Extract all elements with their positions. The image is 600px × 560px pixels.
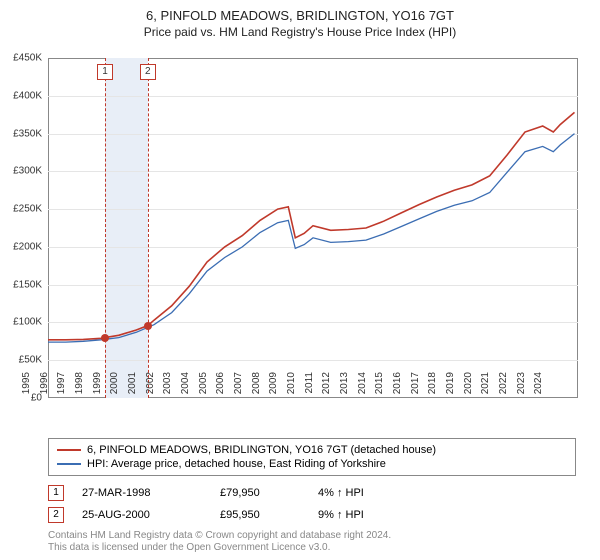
x-tick-label: 2007 (233, 372, 244, 402)
x-tick-label: 2000 (109, 372, 120, 402)
sale-pct: 9% ↑ HPI (318, 509, 418, 521)
x-tick-label: 2010 (286, 372, 297, 402)
x-tick-label: 2013 (339, 372, 350, 402)
y-tick-label: £100K (2, 317, 42, 328)
x-tick-label: 2002 (145, 372, 156, 402)
x-tick-label: 1997 (56, 372, 67, 402)
x-tick-label: 2009 (268, 372, 279, 402)
legend-swatch-icon (57, 449, 81, 451)
x-tick-label: 2012 (321, 372, 332, 402)
chart-title: 6, PINFOLD MEADOWS, BRIDLINGTON, YO16 7G… (0, 0, 600, 23)
sale-date: 27-MAR-1998 (82, 487, 202, 499)
x-tick-label: 2021 (480, 372, 491, 402)
legend-swatch-icon (57, 463, 81, 465)
sales-table: 1 27-MAR-1998 £79,950 4% ↑ HPI 2 25-AUG-… (48, 482, 576, 526)
legend-label: HPI: Average price, detached house, East… (87, 458, 386, 470)
sales-row: 1 27-MAR-1998 £79,950 4% ↑ HPI (48, 482, 576, 504)
plot-area: 12 £0£50K£100K£150K£200K£250K£300K£350K£… (48, 58, 578, 398)
y-tick-label: £50K (2, 355, 42, 366)
sale-marker-box: 2 (140, 64, 156, 80)
sale-marker-icon: 2 (48, 507, 64, 523)
x-tick-label: 2001 (127, 372, 138, 402)
x-tick-label: 2008 (251, 372, 262, 402)
x-tick-label: 1995 (21, 372, 32, 402)
legend: 6, PINFOLD MEADOWS, BRIDLINGTON, YO16 7G… (48, 438, 576, 476)
sale-point-icon (144, 322, 152, 330)
x-tick-label: 2006 (215, 372, 226, 402)
attribution: Contains HM Land Registry data © Crown c… (48, 530, 391, 554)
x-tick-label: 2017 (410, 372, 421, 402)
x-tick-label: 2011 (304, 372, 315, 402)
x-tick-label: 2023 (516, 372, 527, 402)
y-tick-label: £200K (2, 241, 42, 252)
sale-marker-icon: 1 (48, 485, 64, 501)
line-series (48, 58, 578, 398)
sale-price: £95,950 (220, 509, 300, 521)
sales-row: 2 25-AUG-2000 £95,950 9% ↑ HPI (48, 504, 576, 526)
y-tick-label: £250K (2, 204, 42, 215)
x-tick-label: 2016 (392, 372, 403, 402)
sale-price: £79,950 (220, 487, 300, 499)
y-tick-label: £150K (2, 279, 42, 290)
x-tick-label: 1999 (92, 372, 103, 402)
y-tick-label: £450K (2, 53, 42, 64)
x-tick-label: 2004 (180, 372, 191, 402)
x-tick-label: 2022 (498, 372, 509, 402)
x-tick-label: 2019 (445, 372, 456, 402)
attribution-line: Contains HM Land Registry data © Crown c… (48, 530, 391, 542)
x-tick-label: 2014 (357, 372, 368, 402)
x-tick-label: 2018 (427, 372, 438, 402)
x-tick-label: 2005 (198, 372, 209, 402)
series-line (48, 112, 575, 339)
chart-container: 6, PINFOLD MEADOWS, BRIDLINGTON, YO16 7G… (0, 0, 600, 560)
legend-item: 6, PINFOLD MEADOWS, BRIDLINGTON, YO16 7G… (57, 443, 567, 457)
sale-marker-box: 1 (97, 64, 113, 80)
sale-date: 25-AUG-2000 (82, 509, 202, 521)
x-tick-label: 2024 (533, 372, 544, 402)
attribution-line: This data is licensed under the Open Gov… (48, 542, 391, 554)
series-line (48, 134, 575, 343)
sale-point-icon (101, 334, 109, 342)
x-tick-label: 2020 (463, 372, 474, 402)
x-tick-label: 2015 (374, 372, 385, 402)
x-tick-label: 2003 (162, 372, 173, 402)
y-tick-label: £300K (2, 166, 42, 177)
x-tick-label: 1998 (74, 372, 85, 402)
y-tick-label: £350K (2, 128, 42, 139)
x-tick-label: 1996 (39, 372, 50, 402)
legend-label: 6, PINFOLD MEADOWS, BRIDLINGTON, YO16 7G… (87, 444, 436, 456)
y-tick-label: £400K (2, 90, 42, 101)
sale-pct: 4% ↑ HPI (318, 487, 418, 499)
legend-item: HPI: Average price, detached house, East… (57, 457, 567, 471)
chart-subtitle: Price paid vs. HM Land Registry's House … (0, 23, 600, 39)
